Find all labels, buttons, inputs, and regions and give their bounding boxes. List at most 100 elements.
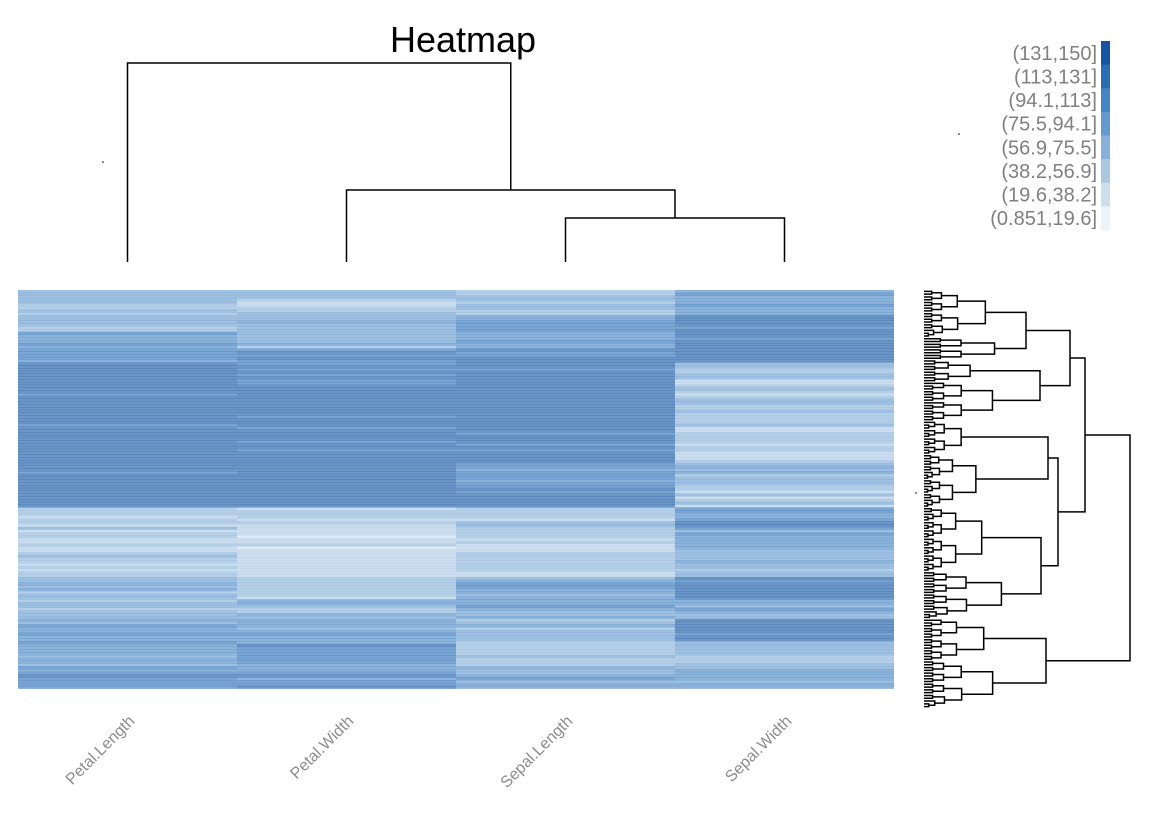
heatmap-cell: [456, 420, 675, 425]
dendrogram-branch: [924, 354, 942, 360]
heatmap-cell: [675, 532, 894, 536]
heatmap-cell: [237, 510, 456, 514]
heatmap-cell: [237, 351, 456, 355]
heatmap-cell: [456, 538, 675, 542]
heatmap-cell: [18, 290, 237, 294]
heatmap-cell: [237, 507, 456, 511]
heatmap-cell: [675, 482, 894, 486]
dendrogram-branch: [924, 466, 932, 471]
heatmap-cell: [18, 499, 237, 503]
heatmap-cell: [18, 437, 237, 441]
dendrogram-branch: [924, 307, 933, 312]
dendrogram-branch: [924, 338, 942, 343]
heatmap-cell: [456, 649, 675, 653]
heatmap-cell: [675, 368, 894, 372]
heatmap-cell: [237, 404, 456, 408]
heatmap-cell: [18, 671, 237, 675]
dendrogram-branch: [924, 474, 929, 479]
heatmap-cell: [237, 320, 456, 324]
heatmap-cell: [18, 354, 237, 358]
heatmap-cell: [456, 329, 675, 333]
dendrogram-branch: [934, 423, 945, 434]
heatmap-cell: [675, 487, 894, 491]
heatmap-cell: [18, 487, 237, 491]
dendrogram-branch: [924, 689, 934, 694]
heatmap-cell: [18, 398, 237, 402]
heatmap-cell: [456, 404, 675, 408]
heatmap-cell: [237, 666, 456, 670]
heatmap-cell: [237, 643, 456, 648]
heatmap-cell: [456, 317, 675, 322]
heatmap-cell: [18, 395, 237, 400]
heatmap-cell: [456, 682, 675, 687]
heatmap-cell: [675, 465, 894, 469]
dendrogram-branch: [932, 411, 945, 419]
heatmap-cell: [18, 643, 237, 648]
heatmap-cell: [675, 599, 894, 603]
heatmap-cell: [675, 610, 894, 614]
heatmap-cell: [237, 420, 456, 425]
heatmap-cell: [675, 493, 894, 497]
dendrogram-branch: [924, 583, 935, 588]
heatmap-cell: [237, 557, 456, 561]
dendrogram-branch: [941, 512, 957, 530]
heatmap-cell: [456, 668, 675, 673]
heatmap-cell: [456, 532, 675, 536]
heatmap-cell: [18, 387, 237, 391]
heatmap-cell: [237, 616, 456, 620]
heatmap-cell: [456, 568, 675, 572]
heatmap-cell: [675, 393, 894, 397]
heatmap-cell: [18, 655, 237, 659]
heatmap-cell: [18, 579, 237, 583]
heatmap-cell: [675, 629, 894, 634]
heatmap-cell: [456, 680, 675, 684]
heatmap-cell: [18, 593, 237, 597]
heatmap-cell: [456, 331, 675, 335]
heatmap-cell: [456, 440, 675, 444]
legend-label: (0.851,19.6]: [990, 208, 1097, 230]
heatmap-cell: [456, 629, 675, 634]
heatmap-cell: [237, 395, 456, 400]
dendrogram-branch: [924, 666, 934, 672]
heatmap-cell: [456, 660, 675, 664]
heatmap-cell: [675, 423, 894, 427]
dendrogram-branch: [941, 643, 958, 656]
heatmap-cell: [456, 323, 675, 327]
stray-dot: [915, 492, 917, 494]
heatmap-cell: [18, 624, 237, 628]
heatmap-cell: [237, 398, 456, 402]
dendrogram-branch: [955, 520, 983, 555]
heatmap-cell: [237, 476, 456, 480]
heatmap-cell: [18, 485, 237, 489]
heatmap-cell: [456, 685, 675, 689]
dendrogram-branch: [924, 432, 930, 438]
heatmap-cell: [675, 387, 894, 391]
heatmap-cell: [237, 373, 456, 377]
heatmap-cell: [237, 387, 456, 391]
heatmap-cell: [675, 331, 894, 335]
heatmap-cell: [18, 434, 237, 439]
dendrogram-branch: [924, 480, 932, 485]
heatmap-cell: [456, 457, 675, 461]
heatmap-cell: [675, 326, 894, 330]
heatmap-cell: [675, 671, 894, 675]
heatmap-cell: [675, 632, 894, 636]
heatmap-cell: [237, 390, 456, 394]
heatmap-cell: [237, 376, 456, 380]
heatmap-cell: [675, 538, 894, 542]
heatmap-cell: [456, 426, 675, 430]
heatmap-cell: [675, 462, 894, 466]
heatmap-cell: [456, 432, 675, 436]
heatmap-cell: [675, 496, 894, 500]
column-dendrogram: [126, 62, 786, 262]
heatmap-cell: [237, 462, 456, 466]
heatmap-cell: [237, 602, 456, 606]
heatmap-cell: [18, 518, 237, 522]
heatmap-cell: [675, 398, 894, 402]
heatmap-cell: [18, 292, 237, 296]
heatmap-cell: [456, 618, 675, 622]
heatmap-cell: [675, 390, 894, 394]
heatmap-cell: [237, 546, 456, 550]
heatmap-cell: [675, 621, 894, 625]
dendrogram-branch: [941, 621, 958, 634]
